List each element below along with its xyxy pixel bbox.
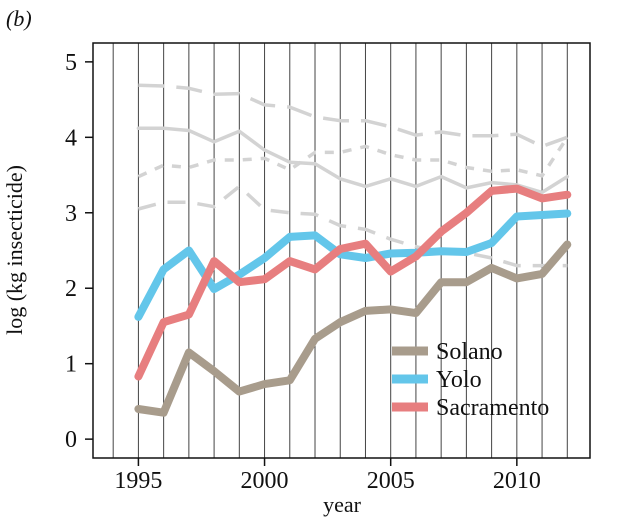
- legend-label-yolo: Yolo: [436, 367, 482, 393]
- x-tick-label: 1995: [114, 468, 162, 494]
- yolo-line: [134, 209, 572, 321]
- named-series: [134, 184, 572, 417]
- background-series-5-line: [136, 126, 570, 195]
- x-tick-label: 2005: [367, 468, 415, 494]
- background-series-7-line: [137, 184, 568, 268]
- y-tick-label: 0: [65, 427, 77, 453]
- y-tick-label: 3: [65, 201, 77, 227]
- background-series-4-line: [138, 83, 568, 149]
- x-tick-label: 2010: [493, 468, 541, 494]
- x-axis: 1995 2000 2005 2010: [114, 458, 541, 494]
- y-axis: 0 1 2 3 4 5: [65, 50, 93, 453]
- y-tick-label: 4: [65, 125, 77, 151]
- plot-frame: [92, 42, 591, 459]
- y-tick-label: 5: [65, 50, 77, 76]
- y-axis-title: log (kg insecticide): [2, 165, 27, 335]
- x-tick-label: 2000: [241, 468, 289, 494]
- solano-line: [134, 240, 572, 417]
- sacramento-line: [134, 184, 572, 381]
- background-series: [136, 83, 570, 268]
- y-tick-label: 1: [65, 352, 77, 378]
- background-series-6-line: [137, 136, 569, 179]
- panel-label: (b): [6, 6, 32, 31]
- legend-label-sacramento: Sacramento: [436, 395, 549, 421]
- y-tick-label: 2: [65, 276, 77, 302]
- legend-label-solano: Solano: [436, 339, 503, 365]
- x-axis-title: year: [323, 492, 362, 517]
